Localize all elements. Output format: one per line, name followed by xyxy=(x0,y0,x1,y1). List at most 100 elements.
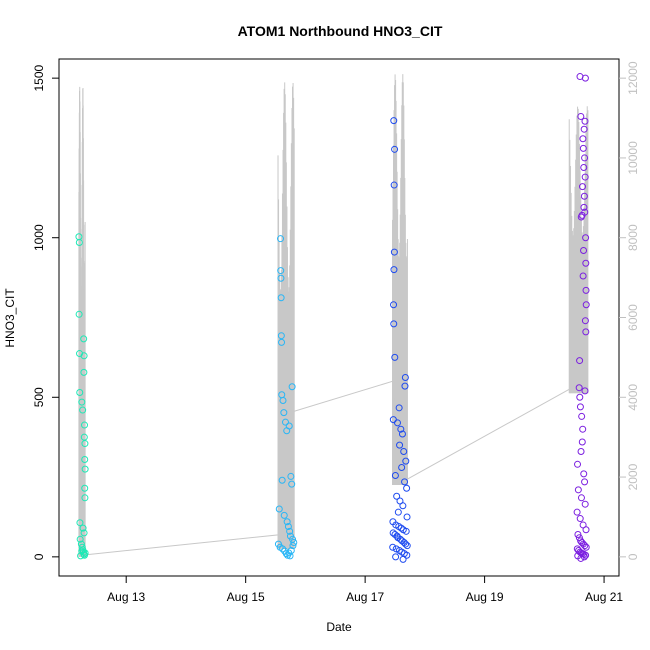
scatter-point xyxy=(279,545,287,553)
scatter-point xyxy=(401,382,409,390)
x-tick-label: Aug 15 xyxy=(227,590,265,604)
secondary-connector-line xyxy=(85,380,570,556)
scatter-point xyxy=(580,203,588,211)
scatter-point xyxy=(285,422,293,430)
x-tick-label: Aug 21 xyxy=(585,590,623,604)
scatter-point xyxy=(401,478,409,486)
y2-axis: 0 2000 4000 6000 8000 10000 12000 xyxy=(619,61,640,560)
x-tick-label: Aug 19 xyxy=(466,590,504,604)
scatter-point xyxy=(582,543,590,551)
scatter-point xyxy=(398,463,406,471)
scatter-points-layer xyxy=(75,73,590,563)
scatter-point xyxy=(394,508,402,516)
scatter-point xyxy=(277,235,285,243)
scatter-point xyxy=(393,492,401,500)
scatter-point xyxy=(81,440,89,448)
y-tick-label: 1000 xyxy=(32,224,46,251)
y2-tick-label: 6000 xyxy=(626,304,640,331)
scatter-point xyxy=(389,543,397,551)
scatter-point xyxy=(80,368,88,376)
y-tick-label: 1500 xyxy=(32,64,46,91)
x-tick-label: Aug 17 xyxy=(346,590,384,604)
scatter-point xyxy=(391,353,399,361)
scatter-point xyxy=(573,508,581,516)
scatter-point xyxy=(580,470,588,478)
scatter-point xyxy=(574,531,582,539)
scatter-point xyxy=(278,338,286,346)
scatter-point xyxy=(400,448,408,456)
scatter-point xyxy=(390,248,398,256)
x-axis-label: Date xyxy=(326,620,352,634)
scatter-point xyxy=(399,502,407,510)
scatter-point xyxy=(581,74,589,82)
scatter-point xyxy=(575,384,583,392)
scatter-point xyxy=(399,555,407,563)
scatter-point xyxy=(402,540,410,548)
scatter-point xyxy=(81,465,89,473)
secondary-series-layer xyxy=(78,74,589,557)
scatter-point xyxy=(288,480,296,488)
scatter-point xyxy=(395,404,403,412)
scatter-point xyxy=(577,554,585,562)
x-axis: Aug 13 Aug 15 Aug 17 Aug 19 Aug 21 xyxy=(107,575,623,604)
scatter-point xyxy=(581,154,589,162)
scatter-point xyxy=(579,144,587,152)
scatter-point xyxy=(581,317,589,325)
scatter-point xyxy=(576,515,584,523)
scatter-point xyxy=(580,164,588,172)
scatter-point xyxy=(75,239,83,247)
scatter-point xyxy=(576,403,584,411)
scatter-point xyxy=(582,551,590,559)
scatter-point xyxy=(81,484,89,492)
scatter-point xyxy=(284,523,292,531)
scatter-point xyxy=(582,526,590,534)
scatter-point xyxy=(277,274,285,282)
scatter-point xyxy=(390,301,398,309)
scatter-point xyxy=(580,553,588,561)
scatter-point xyxy=(397,425,405,433)
scatter-point xyxy=(390,117,398,125)
scatter-point xyxy=(80,529,88,537)
chart-title: ATOM1 Northbound HNO3_CIT xyxy=(238,23,443,39)
y2-tick-label: 4000 xyxy=(626,384,640,411)
y-tick-label: 0 xyxy=(32,553,46,560)
y-axis: 0 500 1000 1500 xyxy=(32,64,59,560)
scatter-point xyxy=(290,538,298,546)
scatter-point xyxy=(578,183,586,191)
scatter-point xyxy=(581,542,589,550)
scatter-point xyxy=(79,524,87,532)
scatter-point xyxy=(403,551,411,559)
scatter-point xyxy=(80,352,88,360)
scatter-point xyxy=(576,357,584,365)
scatter-point xyxy=(78,547,86,555)
scatter-point xyxy=(582,301,590,309)
y-tick-label: 500 xyxy=(32,387,46,407)
scatter-point xyxy=(403,542,411,550)
y2-tick-label: 2000 xyxy=(626,463,640,490)
scatter-point xyxy=(80,335,88,343)
y2-tick-label: 10000 xyxy=(626,141,640,175)
scatter-point xyxy=(81,421,89,429)
scatter-point xyxy=(579,272,587,280)
scatter-point xyxy=(402,457,410,465)
scatter-point xyxy=(286,527,294,535)
scatter-point xyxy=(81,494,89,502)
scatter-point xyxy=(390,320,398,328)
scatter-point xyxy=(289,542,297,550)
y2-tick-label: 8000 xyxy=(626,224,640,251)
scatter-point xyxy=(578,211,586,219)
scatter-point xyxy=(279,396,287,404)
scatter-point xyxy=(278,476,286,484)
scatter-point xyxy=(582,286,590,294)
scatter-point xyxy=(582,234,590,242)
scatter-point xyxy=(582,259,590,267)
scatter-point xyxy=(77,552,85,560)
scatter-point xyxy=(280,409,288,417)
scatter-point xyxy=(287,472,295,480)
scatter-point xyxy=(78,398,86,406)
scatter-point xyxy=(577,112,585,120)
scatter-point xyxy=(288,383,296,391)
scatter-point xyxy=(287,546,295,554)
y-axis-label: HNO3_CIT xyxy=(3,288,17,348)
scatter-point xyxy=(402,527,410,535)
